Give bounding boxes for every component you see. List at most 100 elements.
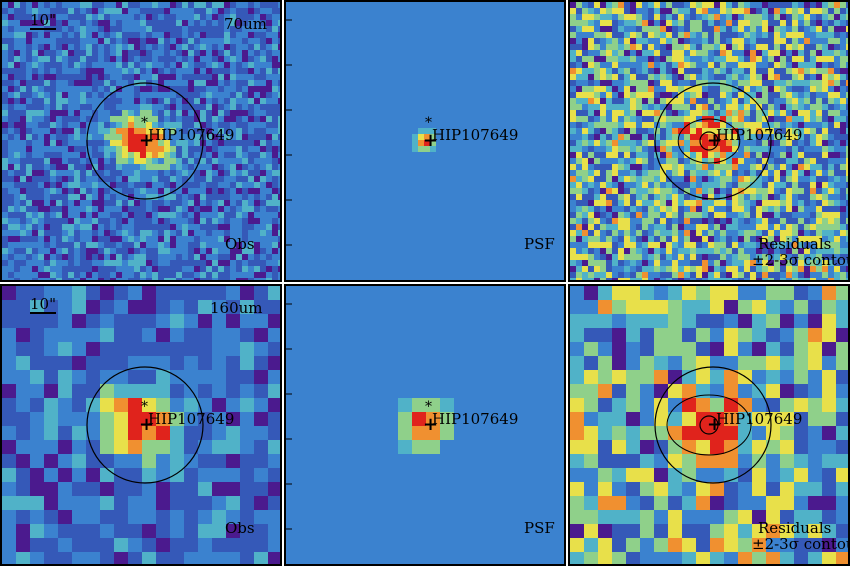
pixel: [412, 200, 419, 207]
pixel: [484, 2, 491, 9]
pixel: [8, 164, 15, 171]
pixel: [212, 56, 219, 63]
pixel: [20, 14, 27, 21]
pixel: [424, 116, 431, 123]
pixel: [188, 2, 195, 9]
pixel: [588, 50, 595, 57]
pixel: [80, 170, 87, 177]
pixel: [412, 212, 419, 219]
pixel: [146, 188, 153, 195]
pixel: [170, 164, 177, 171]
pixel: [436, 44, 443, 51]
pixel: [544, 266, 551, 273]
pixel: [266, 206, 273, 213]
pixel: [588, 86, 595, 93]
pixel: [430, 200, 437, 207]
pixel: [8, 170, 15, 177]
pixel: [526, 170, 533, 177]
pixel: [582, 158, 589, 165]
pixel: [544, 254, 551, 261]
pixel: [430, 158, 437, 165]
pixel: [92, 50, 99, 57]
pixel: [430, 170, 437, 177]
pixel: [188, 26, 195, 33]
pixel: [508, 62, 515, 69]
pixel: [110, 20, 117, 27]
pixel: [272, 242, 279, 249]
pixel: [164, 260, 171, 267]
aperture-circle: [86, 82, 204, 200]
pixel: [298, 80, 305, 87]
pixel: [26, 104, 33, 111]
pixel: [176, 134, 183, 141]
pixel: [576, 230, 583, 237]
pixel: [544, 80, 551, 87]
pixel: [526, 134, 533, 141]
pixel: [170, 134, 177, 141]
pixel: [146, 260, 153, 267]
pixel: [334, 110, 341, 117]
pixel: [266, 242, 273, 249]
pixel: [430, 32, 437, 39]
pixel: [86, 98, 93, 105]
pixel: [254, 278, 261, 280]
pixel: [230, 116, 237, 123]
pixel: [122, 242, 129, 249]
pixel: [128, 122, 135, 129]
pixel: [442, 194, 449, 201]
pixel: [376, 26, 383, 33]
pixel: [266, 122, 273, 129]
pixel: [382, 248, 389, 255]
pixel: [134, 236, 141, 243]
pixel: [254, 158, 261, 165]
pixel: [370, 242, 377, 249]
pixel: [32, 218, 39, 225]
pixel: [170, 14, 177, 21]
pixel: [570, 254, 577, 261]
pixel: [20, 26, 27, 33]
pixel: [128, 86, 135, 93]
pixel: [50, 224, 57, 231]
pixel: [388, 158, 395, 165]
pixel: [532, 158, 539, 165]
pixel: [200, 176, 207, 183]
pixel: [484, 152, 491, 159]
pixel: [460, 248, 467, 255]
pixel: [556, 56, 563, 63]
pixel: [286, 14, 293, 21]
pixel: [140, 164, 147, 171]
pixel: [104, 20, 111, 27]
pixel: [388, 278, 395, 280]
pixel: [26, 230, 33, 237]
pixel: [508, 14, 515, 21]
pixel: [508, 212, 515, 219]
pixel: [298, 8, 305, 15]
pixel: [600, 164, 607, 171]
pixel: [248, 242, 255, 249]
pixel: [38, 272, 45, 279]
pixel: [576, 176, 583, 183]
pixel: [164, 56, 171, 63]
pixel: [442, 62, 449, 69]
pixel: [230, 278, 237, 280]
pixel: [170, 212, 177, 219]
pixel: [116, 68, 123, 75]
pixel: [230, 98, 237, 105]
pixel: [298, 206, 305, 213]
pixel: [200, 8, 207, 15]
pixel: [278, 194, 280, 201]
pixel: [424, 158, 431, 165]
pixel: [242, 236, 249, 243]
pixel: [454, 266, 461, 273]
pixel: [8, 50, 15, 57]
pixel: [218, 26, 225, 33]
pixel: [254, 224, 261, 231]
pixel: [116, 164, 123, 171]
pixel: [570, 188, 577, 195]
pixel: [38, 278, 45, 280]
star-marker: *: [141, 115, 148, 131]
pixel: [388, 68, 395, 75]
pixel: [430, 2, 437, 9]
pixel: [520, 140, 527, 147]
pixel: [304, 2, 311, 9]
